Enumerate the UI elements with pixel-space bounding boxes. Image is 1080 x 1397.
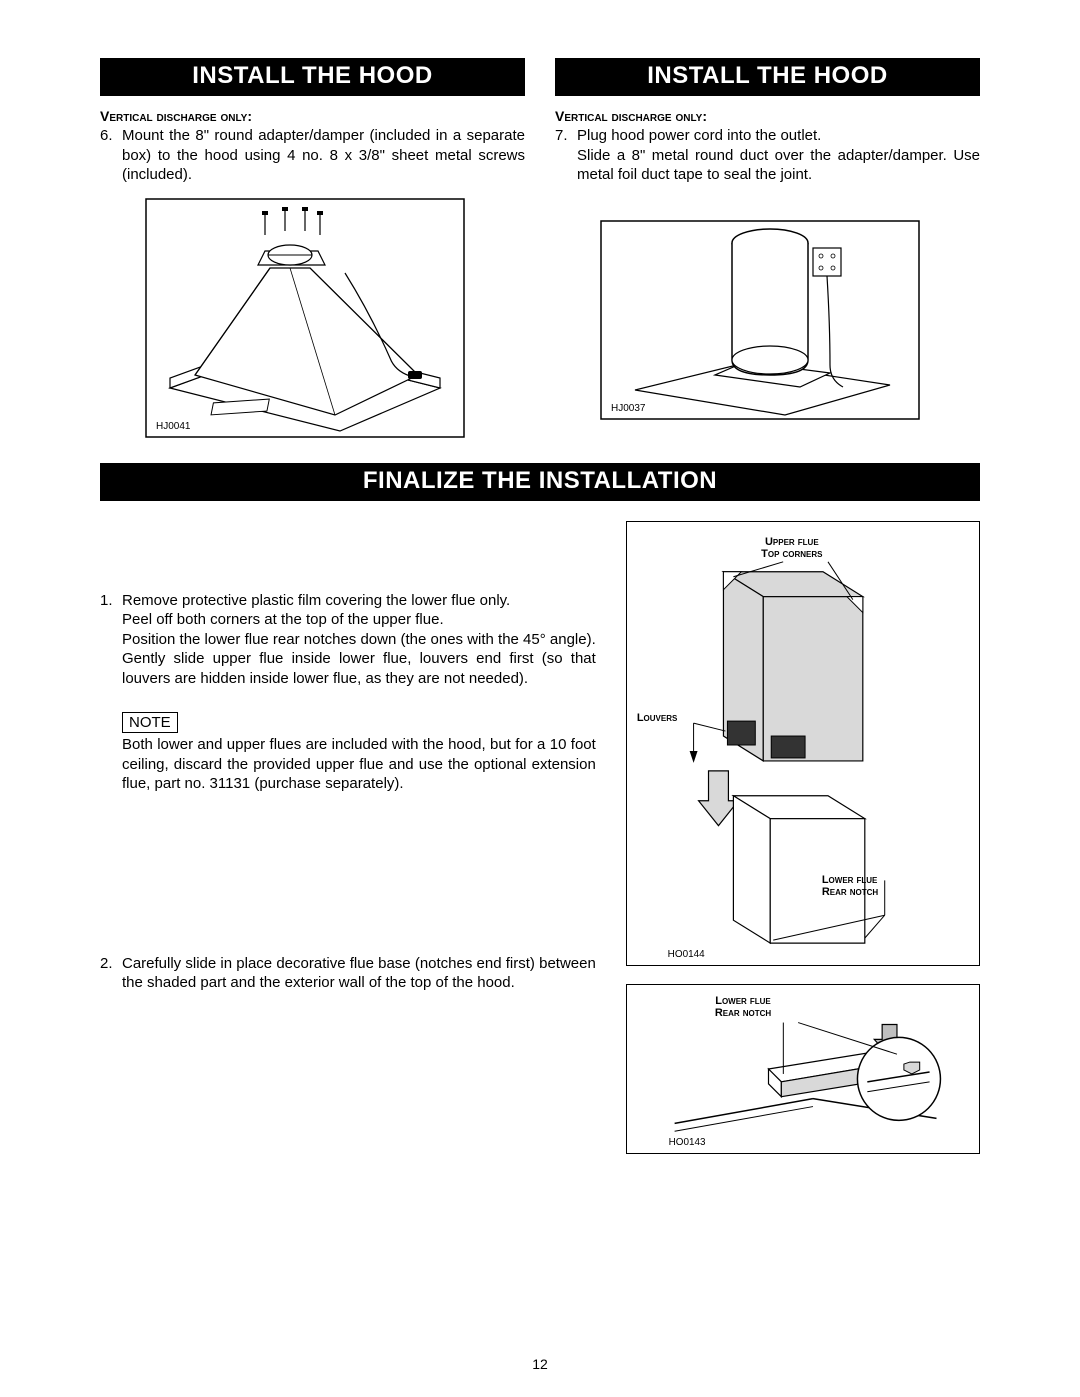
step-7-text-b: Slide a 8" metal round duct over the ada…	[577, 147, 980, 184]
hood-diagram-icon: HJ0041	[140, 193, 470, 443]
label-louvers: Louvers	[637, 712, 678, 724]
step-7-text-a: Plug hood power cord into the outlet.	[577, 127, 821, 144]
s1-line4: Gently slide upper flue inside lower flu…	[122, 650, 596, 687]
step-6-num: 6.	[100, 126, 122, 185]
finalize-step-1-num: 1.	[100, 591, 122, 689]
left-column: INSTALL THE HOOD Vertical discharge only…	[100, 58, 525, 443]
label-upper-flue: Upper flueTop corners	[732, 536, 852, 560]
step-7-text: Plug hood power cord into the outlet. Sl…	[577, 126, 980, 185]
s1-line3: Position the lower flue rear notches dow…	[122, 631, 596, 648]
finalize-figure-col: Upper flueTop corners Louvers Lower flue…	[626, 521, 980, 1154]
figure-ho0143: Lower flueRear notch	[626, 984, 980, 1154]
svg-text:HO0143: HO0143	[669, 1137, 706, 1148]
duct-diagram-icon: HJ0037	[595, 215, 925, 425]
finalize-step-2-body: Carefully slide in place decorative flue…	[122, 954, 596, 993]
fig-caption-hj0037: HJ0037	[611, 403, 646, 414]
s1-line2: Peel off both corners at the top of the …	[122, 611, 444, 628]
figure-hj0041-wrap: HJ0041	[140, 193, 525, 443]
finalize-step-1: 1. Remove protective plastic film coveri…	[100, 591, 596, 689]
finalize-step-1-body: Remove protective plastic film covering …	[122, 591, 596, 689]
finalize-step-2-num: 2.	[100, 954, 122, 993]
figure-hj0037-wrap: HJ0037	[595, 215, 980, 425]
note-block: NOTE Both lower and upper flues are incl…	[122, 712, 596, 794]
label-lower-flue: Lower flueRear notch	[822, 874, 878, 898]
label-lower-flue-2: Lower flueRear notch	[715, 995, 771, 1019]
note-label: NOTE	[122, 712, 178, 733]
note-body: Both lower and upper flues are included …	[122, 735, 596, 794]
step-7: 7. Plug hood power cord into the outlet.…	[555, 126, 980, 185]
step-7-num: 7.	[555, 126, 577, 185]
subhead-left: Vertical discharge only:	[100, 108, 525, 124]
banner-install-right: INSTALL THE HOOD	[555, 58, 980, 96]
right-column: INSTALL THE HOOD Vertical discharge only…	[555, 58, 980, 443]
finalize-step-2: 2. Carefully slide in place decorative f…	[100, 954, 596, 993]
page-number: 12	[0, 1356, 1080, 1372]
step-6-text: Mount the 8" round adapter/damper (inclu…	[122, 126, 525, 185]
svg-text:HO0144: HO0144	[668, 949, 705, 960]
flue-diagram-icon: HO0144	[627, 522, 979, 965]
banner-install-left: INSTALL THE HOOD	[100, 58, 525, 96]
fig-caption-hj0041: HJ0041	[156, 421, 191, 432]
subhead-right: Vertical discharge only:	[555, 108, 980, 124]
flue-base-diagram-icon: HO0143	[627, 985, 979, 1153]
figure-ho0144: Upper flueTop corners Louvers Lower flue…	[626, 521, 980, 966]
step-6: 6. Mount the 8" round adapter/damper (in…	[100, 126, 525, 185]
finalize-text-col: 1. Remove protective plastic film coveri…	[100, 521, 596, 1154]
s1-line1: Remove protective plastic film covering …	[122, 592, 510, 609]
banner-finalize: FINALIZE THE INSTALLATION	[100, 463, 980, 501]
